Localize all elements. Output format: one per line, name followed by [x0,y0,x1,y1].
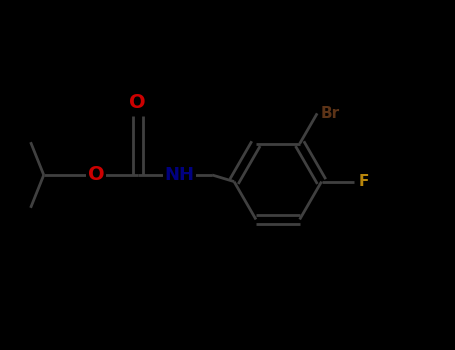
Text: NH: NH [164,166,194,184]
Text: O: O [88,166,105,184]
Text: Br: Br [321,106,340,121]
Text: O: O [130,93,146,112]
Text: F: F [359,174,369,189]
